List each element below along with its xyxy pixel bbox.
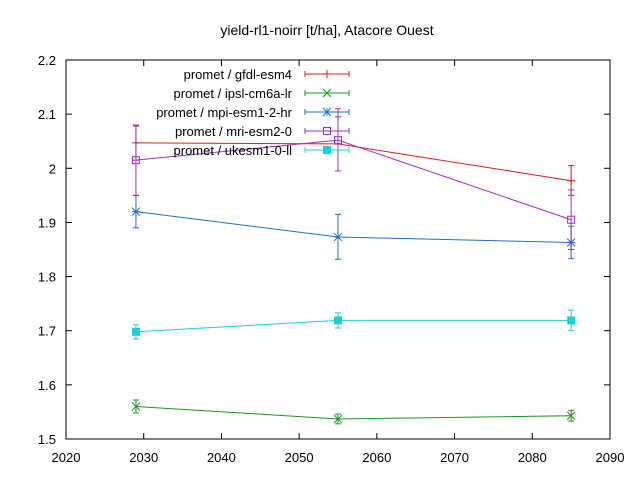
data-point — [567, 176, 576, 185]
legend-marker — [322, 88, 332, 98]
plot-frame — [65, 59, 611, 440]
legend-label: promet / ipsl-cm6a-lr — [174, 86, 293, 101]
data-point — [131, 327, 140, 336]
x-tick-label: 2080 — [518, 450, 547, 465]
x-tick-label: 2020 — [52, 450, 81, 465]
y-tick-label: 2 — [49, 161, 56, 176]
series-3 — [131, 194, 576, 260]
y-tick-label: 2.2 — [38, 53, 56, 68]
data-point — [567, 316, 576, 325]
legend-marker — [323, 127, 331, 135]
data-point — [567, 215, 576, 224]
legend-label: promet / ukesm1-0-ll — [174, 143, 293, 158]
data-point — [334, 136, 342, 145]
x-tick-label: 2060 — [362, 450, 391, 465]
y-tick-label: 1.6 — [38, 378, 56, 393]
legend-item: promet / ipsl-cm6a-lr — [174, 86, 350, 101]
y-tick-label: 1.5 — [38, 432, 56, 447]
x-tick-label: 2050 — [285, 450, 314, 465]
legend-item: promet / ukesm1-0-ll — [174, 143, 350, 158]
legend-label: promet / gfdl-esm4 — [184, 67, 292, 82]
data-point — [131, 207, 141, 216]
data-point — [333, 414, 343, 424]
y-tick-label: 1.9 — [38, 215, 56, 230]
data-point — [131, 156, 140, 165]
legend-item: promet / mpi-esm1-2-hr — [156, 105, 350, 120]
series-4 — [131, 108, 576, 250]
legend-marker — [323, 70, 331, 78]
data-point — [131, 402, 141, 411]
y-tick-label: 1.8 — [38, 270, 56, 285]
legend-item: promet / mri-esm2-0 — [175, 124, 350, 139]
x-tick-label: 2040 — [207, 450, 236, 465]
data-point — [334, 316, 342, 325]
x-tick-label: 2090 — [596, 450, 625, 465]
plot-area: 2020 2030 2040 2050 2060 2070 2080 2090 1.5 1.6 1.… — [38, 53, 625, 465]
data-point — [333, 232, 343, 242]
y-tick-label: 1.7 — [38, 324, 56, 339]
legend: promet / gfdl-esm4 promet / ipsl-cm6a-lr p… — [156, 67, 350, 158]
series-5 — [131, 309, 576, 340]
series-2 — [131, 399, 576, 425]
legend-marker — [322, 107, 332, 117]
legend-label: promet / mpi-esm1-2-hr — [156, 105, 292, 120]
legend-marker — [323, 146, 331, 154]
x-tick-label: 2070 — [440, 450, 469, 465]
legend-label: promet / mri-esm2-0 — [175, 124, 292, 139]
data-point — [566, 411, 576, 421]
legend-item: promet / gfdl-esm4 — [184, 67, 350, 82]
x-tick-label: 2030 — [129, 450, 158, 465]
y-tick-label: 2.1 — [38, 107, 56, 122]
chart-title: yield-rl1-noirr [t/ha], Atacore Ouest — [220, 22, 433, 38]
